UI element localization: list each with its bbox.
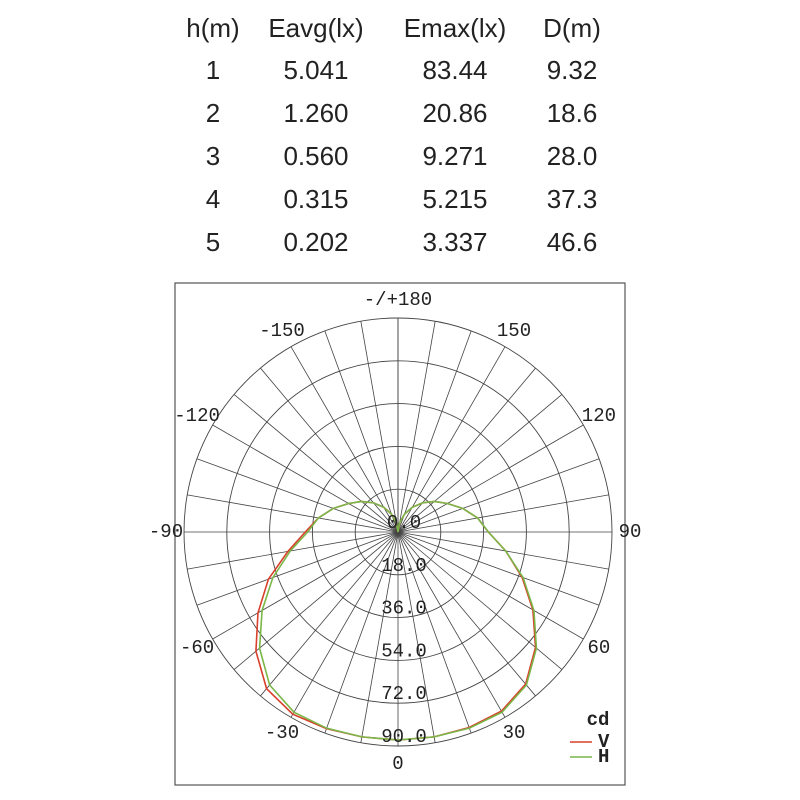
table-cell: 0.315: [283, 184, 348, 214]
grid-spoke: [397, 531, 506, 718]
table-cell: 37.3: [547, 184, 598, 214]
grid-spoke: [212, 424, 399, 533]
grid-spoke: [360, 531, 399, 743]
grid-spoke: [187, 531, 399, 570]
radial-tick-label: 72.0: [381, 683, 427, 705]
table-cell: 46.6: [547, 227, 598, 257]
angle-tick-label: 120: [582, 405, 616, 427]
radial-tick-label: 18.0: [381, 555, 427, 577]
grid-spoke: [397, 394, 563, 533]
table-cell: 20.86: [422, 98, 487, 128]
table-cell: 4: [206, 184, 220, 214]
table-cell: 9.32: [547, 55, 598, 85]
radial-tick-label: 54.0: [381, 640, 427, 662]
grid-spoke: [212, 531, 399, 640]
grid-spoke: [397, 330, 472, 533]
grid-spoke: [397, 531, 563, 670]
table-cell: 1.260: [283, 98, 348, 128]
grid-ring: [311, 445, 485, 619]
table-cell: 18.6: [547, 98, 598, 128]
grid-ring: [226, 360, 570, 704]
grid-spoke: [324, 531, 399, 734]
legend-label: H: [598, 746, 609, 768]
table-cell: 1: [206, 55, 220, 85]
grid-spoke: [397, 531, 584, 640]
angle-tick-label: -60: [180, 637, 214, 659]
grid-spoke: [397, 321, 436, 533]
grid-ring: [354, 488, 442, 576]
table-header: Eavg(lx): [268, 13, 363, 43]
grid-spoke: [397, 531, 472, 734]
grid-spoke: [324, 330, 399, 533]
angle-tick-label: -120: [174, 405, 220, 427]
table-header: D(m): [543, 13, 601, 43]
grid-spoke: [397, 367, 536, 533]
angle-tick-label: 60: [588, 637, 611, 659]
table-cell: 28.0: [547, 141, 598, 171]
angle-tick-label: 0: [392, 753, 403, 775]
table-cell: 0.560: [283, 141, 348, 171]
grid-spoke: [187, 494, 399, 533]
table-cell: 0.202: [283, 227, 348, 257]
grid-spoke: [260, 531, 399, 697]
grid-ring: [183, 317, 613, 747]
series-line: [258, 500, 538, 741]
grid-ring: [269, 403, 527, 661]
grid-spoke: [233, 531, 399, 670]
grid-spoke: [397, 346, 506, 533]
grid-spoke: [290, 531, 399, 718]
angle-tick-label: -30: [265, 722, 299, 744]
radial-tick-label: 36.0: [381, 598, 427, 620]
grid-spoke: [397, 458, 600, 533]
table-cell: 3.337: [422, 227, 487, 257]
table-header: h(m): [186, 13, 239, 43]
angle-tick-label: 90: [619, 521, 642, 543]
table-header: Emax(lx): [404, 13, 507, 43]
grid-spoke: [233, 394, 399, 533]
grid-spoke: [290, 346, 399, 533]
grid-spoke: [397, 424, 584, 533]
grid-spoke: [196, 458, 399, 533]
table-cell: 5: [206, 227, 220, 257]
table-cell: 83.44: [422, 55, 487, 85]
table-cell: 3: [206, 141, 220, 171]
table-cell: 5.041: [283, 55, 348, 85]
table-cell: 2: [206, 98, 220, 128]
grid-spoke: [360, 321, 399, 533]
table-cell: 9.271: [422, 141, 487, 171]
grid-spoke: [196, 531, 399, 606]
legend-title: cd: [587, 709, 610, 731]
grid-spoke: [397, 494, 609, 533]
grid-spoke: [397, 531, 436, 743]
angle-tick-label: -150: [259, 320, 305, 342]
angle-tick-label: -90: [149, 521, 183, 543]
radial-tick-label: 0.0: [387, 512, 421, 534]
angle-tick-label: 30: [503, 722, 526, 744]
legend-label: V: [598, 731, 610, 753]
grid-spoke: [397, 531, 600, 606]
angle-tick-label: -/+180: [364, 289, 432, 311]
table-cell: 5.215: [422, 184, 487, 214]
radial-tick-label: 90.0: [381, 726, 427, 748]
grid-spoke: [397, 531, 536, 697]
grid-spoke: [397, 531, 609, 570]
angle-tick-label: 150: [497, 320, 531, 342]
chart-frame: [174, 282, 626, 786]
grid-spoke: [260, 367, 399, 533]
